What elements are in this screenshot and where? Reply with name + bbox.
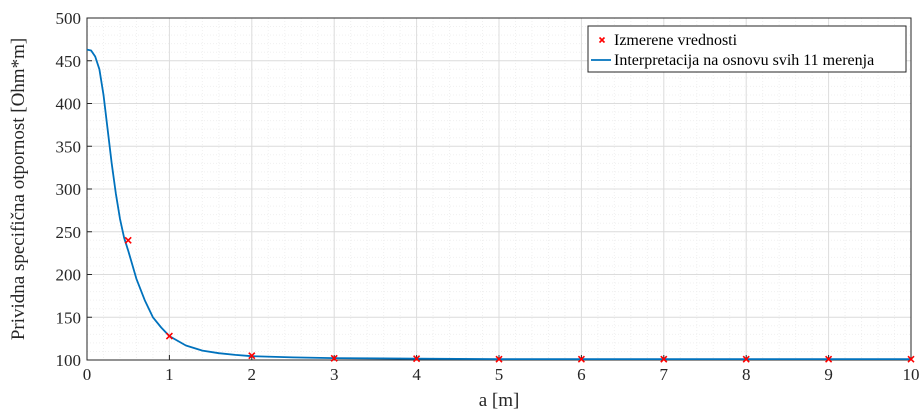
x-tick-label: 1 <box>165 365 174 384</box>
x-tick-label: 3 <box>330 365 339 384</box>
x-tick-label: 6 <box>577 365 586 384</box>
y-tick-label: 150 <box>56 308 82 327</box>
data-point <box>907 355 915 363</box>
x-tick-label: 2 <box>248 365 257 384</box>
data-point-stroke <box>165 332 173 340</box>
y-tick-label: 350 <box>56 137 82 156</box>
x-tick-label: 10 <box>903 365 920 384</box>
y-tick-label: 450 <box>56 52 82 71</box>
legend-label-interpretation: Interpretacija na osnovu svih 11 merenja <box>614 52 874 69</box>
x-tick-label: 0 <box>83 365 92 384</box>
y-tick-label: 400 <box>56 95 82 114</box>
x-tick-label: 5 <box>495 365 504 384</box>
data-point <box>495 355 503 363</box>
data-point-stroke <box>660 355 668 363</box>
data-point-stroke <box>825 355 833 363</box>
legend: Izmerene vrednosti Interpretacija na osn… <box>587 25 907 73</box>
y-tick-label: 250 <box>56 223 82 242</box>
data-point <box>577 355 585 363</box>
data-point-stroke <box>742 355 750 363</box>
data-point-stroke <box>248 352 256 360</box>
legend-label-measured: Izmerene vrednosti <box>614 32 738 49</box>
y-axis-title: Prividna specifična otpornost [Ohm*m] <box>8 38 29 340</box>
x-tick-label: 8 <box>742 365 751 384</box>
x-tick-label: 7 <box>660 365 669 384</box>
data-point-stroke <box>577 355 585 363</box>
y-tick-label: 100 <box>56 351 82 370</box>
data-point-stroke <box>124 236 132 244</box>
data-point-stroke <box>330 354 338 362</box>
data-point <box>124 236 132 244</box>
data-point <box>825 355 833 363</box>
y-tick-label: 500 <box>56 9 82 28</box>
legend-marker-stroke <box>598 36 606 44</box>
data-point <box>660 355 668 363</box>
y-tick-label: 300 <box>56 180 82 199</box>
data-point-stroke <box>495 355 503 363</box>
legend-marker-x-icon <box>598 36 606 44</box>
x-tick-label: 4 <box>412 365 421 384</box>
series-line <box>86 48 911 360</box>
tick-marks <box>86 17 912 361</box>
series-layer <box>86 48 915 363</box>
data-point <box>742 355 750 363</box>
data-point <box>248 352 256 360</box>
x-tick-labels: 0 1 2 3 4 5 6 7 8 9 10 <box>83 365 920 384</box>
data-point <box>165 332 173 340</box>
x-tick-label: 9 <box>824 365 833 384</box>
data-point <box>413 355 421 363</box>
x-axis-title: a [m] <box>479 390 520 411</box>
y-tick-labels: 100 150 200 250 300 350 400 450 500 <box>56 9 82 370</box>
data-point-stroke <box>413 355 421 363</box>
data-point-stroke <box>907 355 915 363</box>
y-tick-label: 200 <box>56 266 82 285</box>
legend-box <box>587 25 907 73</box>
data-point <box>330 354 338 362</box>
